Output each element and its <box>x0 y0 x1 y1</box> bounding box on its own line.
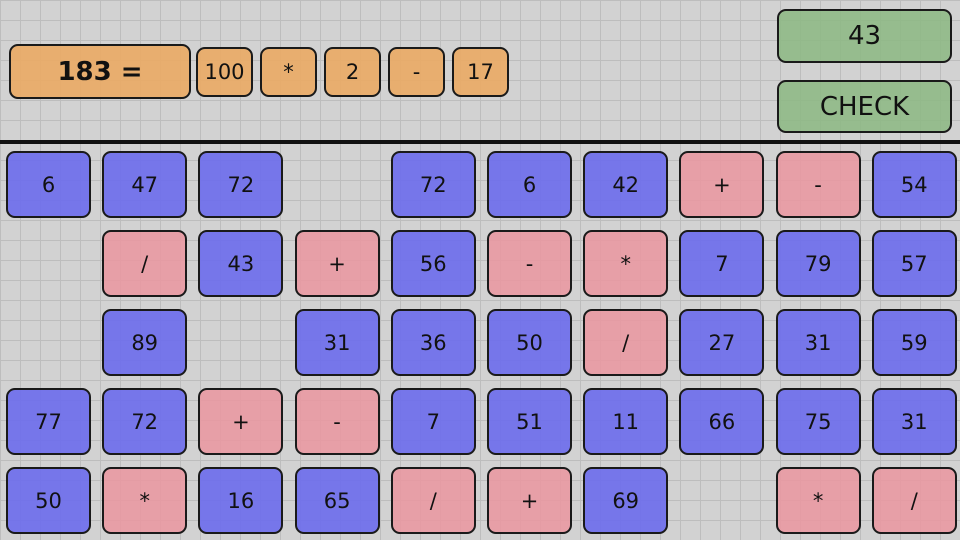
number-tile[interactable]: 7 <box>390 388 476 455</box>
number-tile[interactable]: 51 <box>487 388 572 455</box>
equation-token[interactable]: 100 <box>196 47 253 97</box>
target-equation: 183 = <box>9 44 191 99</box>
number-tile[interactable]: 65 <box>294 467 380 534</box>
result-display: 43 <box>777 9 952 63</box>
equation-token[interactable]: 17 <box>452 47 509 97</box>
operator-tile[interactable]: * <box>102 467 188 534</box>
check-button[interactable]: CHECK <box>777 80 952 133</box>
number-tile[interactable]: 77 <box>6 388 91 455</box>
number-tile[interactable]: 72 <box>198 151 284 218</box>
number-tile[interactable]: 42 <box>583 151 669 218</box>
number-tile[interactable]: 89 <box>102 309 188 376</box>
operator-tile[interactable]: / <box>102 230 188 297</box>
number-tile[interactable]: 66 <box>679 388 765 455</box>
number-tile[interactable]: 75 <box>775 388 861 455</box>
number-tile[interactable]: 56 <box>390 230 476 297</box>
number-tile[interactable]: 31 <box>294 309 380 376</box>
number-tile[interactable]: 6 <box>6 151 91 218</box>
number-tile[interactable]: 59 <box>871 309 957 376</box>
number-tile[interactable]: 72 <box>390 151 476 218</box>
equation-token[interactable]: * <box>260 47 317 97</box>
number-tile[interactable]: 11 <box>583 388 669 455</box>
operator-tile[interactable]: / <box>390 467 476 534</box>
operator-tile[interactable]: + <box>294 230 380 297</box>
operator-tile[interactable]: - <box>294 388 380 455</box>
number-tile[interactable]: 16 <box>198 467 284 534</box>
operator-tile[interactable]: * <box>775 467 861 534</box>
number-tile[interactable]: 43 <box>198 230 284 297</box>
number-tile[interactable]: 50 <box>487 309 572 376</box>
operator-tile[interactable]: - <box>487 230 572 297</box>
operator-tile[interactable]: - <box>775 151 861 218</box>
number-tile[interactable]: 31 <box>871 388 957 455</box>
number-tile[interactable]: 57 <box>871 230 957 297</box>
number-tile[interactable]: 72 <box>102 388 188 455</box>
number-tile[interactable]: 31 <box>775 309 861 376</box>
equation-token[interactable]: - <box>388 47 445 97</box>
number-tile[interactable]: 69 <box>583 467 669 534</box>
operator-tile[interactable]: + <box>679 151 765 218</box>
number-tile[interactable]: 47 <box>102 151 188 218</box>
operator-tile[interactable]: + <box>487 467 572 534</box>
number-tile[interactable]: 7 <box>679 230 765 297</box>
number-tile[interactable]: 36 <box>390 309 476 376</box>
operator-tile[interactable]: / <box>871 467 957 534</box>
operator-tile[interactable]: / <box>583 309 669 376</box>
equation-token[interactable]: 2 <box>324 47 381 97</box>
number-tile[interactable]: 6 <box>487 151 572 218</box>
operator-tile[interactable]: * <box>583 230 669 297</box>
operator-tile[interactable]: + <box>198 388 284 455</box>
number-tile[interactable]: 79 <box>775 230 861 297</box>
number-tile[interactable]: 27 <box>679 309 765 376</box>
number-tile[interactable]: 54 <box>871 151 957 218</box>
divider <box>0 140 960 144</box>
number-tile[interactable]: 50 <box>6 467 91 534</box>
